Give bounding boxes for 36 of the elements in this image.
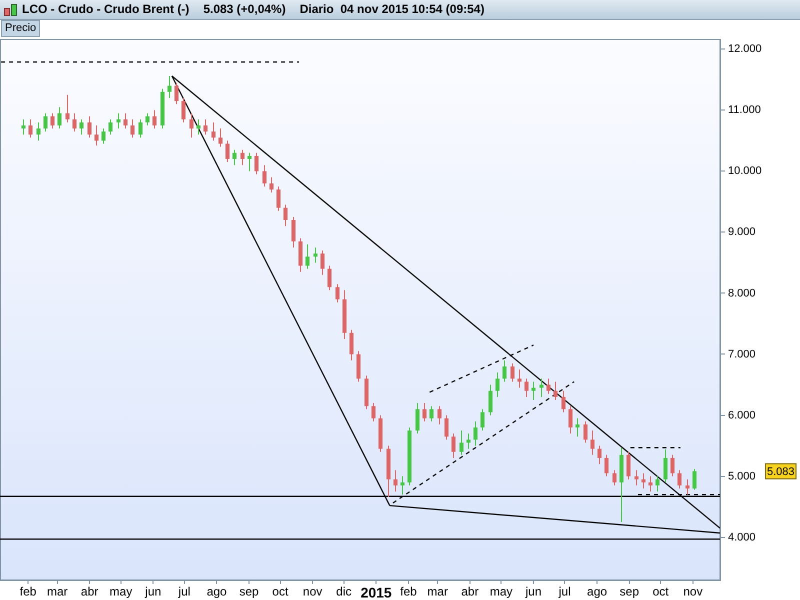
x-tick-label: jun xyxy=(144,584,162,599)
x-tick-label: oct xyxy=(272,584,289,599)
x-tick-label: abr xyxy=(461,584,479,599)
x-tick-label: 2015 xyxy=(360,584,392,600)
x-tick-label: feb xyxy=(20,584,37,599)
y-tick-label: 11.000 xyxy=(728,104,761,116)
x-tick-label: nov xyxy=(302,584,322,599)
y-tick-label: 8.000 xyxy=(728,287,756,300)
x-tick-label: dic xyxy=(336,584,352,599)
x-tick-label: mar xyxy=(46,584,68,599)
y-tick-label: 4.000 xyxy=(728,531,756,544)
y-tick-label: 6.000 xyxy=(728,409,756,422)
x-tick-label: mar xyxy=(427,584,448,599)
y-tick-label: 10.000 xyxy=(728,165,762,178)
y-tick-label: 5.000 xyxy=(728,470,756,482)
chart-title: LCO - Crudo - Crudo Brent (-) xyxy=(22,1,190,18)
x-tick-label: ago xyxy=(206,584,228,599)
x-tick-label: sep xyxy=(239,584,260,599)
x-tick-label: feb xyxy=(400,584,418,599)
x-tick-label: sep xyxy=(620,584,640,599)
x-tick-label: jul xyxy=(558,584,571,599)
text: Diario 04 nov 2015 10:54 (09:54) xyxy=(300,1,484,18)
x-tick-label: abr xyxy=(80,584,98,599)
text: 5.083 xyxy=(767,466,795,478)
x-tick-label: nov xyxy=(683,584,703,599)
x-tick-label: jun xyxy=(524,584,542,599)
x-tick-label: may xyxy=(110,584,132,599)
x-tick-label: oct xyxy=(652,584,670,599)
y-axis-title: Precio xyxy=(1,20,40,37)
x-tick-label: ago xyxy=(587,584,608,599)
y-tick-label: 9.000 xyxy=(728,226,756,238)
y-tick-label: 12.000 xyxy=(728,43,762,56)
chart-subtitle: 5.083 (+0,04%) xyxy=(203,1,286,18)
y-tick-label: 7.000 xyxy=(728,348,756,360)
x-tick-label: jul xyxy=(177,584,190,599)
x-tick-label: may xyxy=(490,584,513,599)
